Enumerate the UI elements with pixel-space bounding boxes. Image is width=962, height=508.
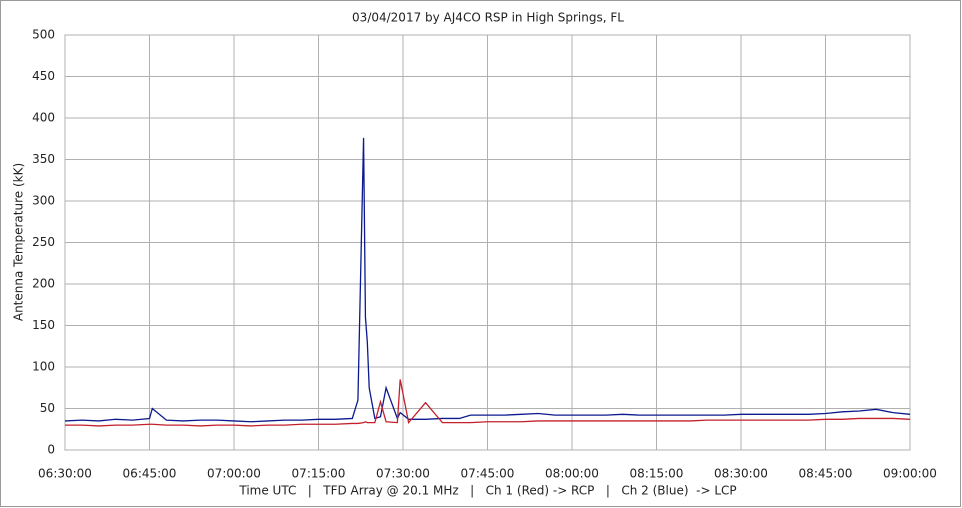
- x-tick-label: 07:15:00: [292, 467, 346, 481]
- x-tick-label: 08:30:00: [714, 467, 768, 481]
- y-tick-label: 500: [32, 28, 55, 42]
- series-line: [64, 137, 911, 423]
- x-tick-label: 07:00:00: [207, 467, 261, 481]
- y-tick-label: 250: [32, 235, 55, 249]
- y-axis-label: Antenna Temperature (kK): [12, 163, 26, 321]
- y-tick-label: 100: [32, 360, 55, 374]
- y-tick-label: 0: [47, 443, 55, 457]
- y-tick-label: 400: [32, 111, 55, 125]
- x-tick-label: 09:00:00: [883, 467, 937, 481]
- x-tick-label: 06:45:00: [123, 467, 177, 481]
- x-tick-label: 08:00:00: [545, 467, 599, 481]
- y-tick-label: 150: [32, 318, 55, 332]
- series-line: [65, 379, 911, 427]
- chart-title: 03/04/2017 by AJ4CO RSP in High Springs,…: [352, 11, 624, 25]
- y-tick-label: 450: [32, 69, 55, 83]
- x-axis-label: Time UTC | TFD Array @ 20.1 MHz | Ch 1 (…: [238, 484, 736, 498]
- y-tick-label: 350: [32, 152, 55, 166]
- x-tick-label: 07:45:00: [461, 467, 515, 481]
- x-tick-label: 08:15:00: [630, 467, 684, 481]
- y-tick-label: 300: [32, 194, 55, 208]
- x-tick-label: 06:30:00: [38, 467, 92, 481]
- y-tick-label: 50: [40, 401, 55, 415]
- y-tick-label: 200: [32, 277, 55, 291]
- x-tick-label: 08:45:00: [799, 467, 853, 481]
- x-tick-label: 07:30:00: [376, 467, 430, 481]
